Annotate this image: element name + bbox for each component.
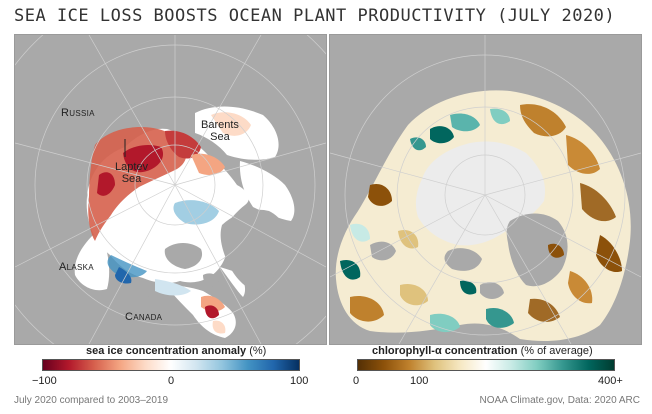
footer-credit: NOAA Climate.gov, Data: 2020 ARC [479, 395, 640, 406]
chl-legend-title-text: chlorophyll-α concentration [372, 345, 518, 357]
ice-legend-unit: (%) [249, 345, 267, 357]
label-alaska: Alaska [59, 261, 94, 273]
graticule [15, 35, 326, 344]
land-and-ocean [15, 35, 326, 344]
ice-anomaly-shading [88, 112, 251, 334]
figure-title: Sea ice loss boosts ocean plant producti… [14, 6, 616, 26]
ice-tick-max: 100 [290, 375, 309, 387]
label-laptev-sea: Laptev Sea [115, 161, 149, 185]
chl-tick-mid: 100 [410, 375, 429, 387]
chlorophyll-map [329, 34, 642, 345]
chl-colorbar [357, 359, 615, 371]
sea-ice-anomaly-map: Russia Barents Sea Laptev Sea Alaska Can… [14, 34, 327, 345]
label-barents-sea: Barents Sea [201, 119, 239, 143]
chl-legend-title: chlorophyll-α concentration (% of averag… [372, 345, 593, 357]
ice-tick-mid: 0 [168, 375, 175, 387]
ice-legend-title: sea ice concentration anomaly (%) [86, 345, 266, 357]
chl-legend-unit: (% of average) [520, 345, 593, 357]
graticule [330, 35, 641, 344]
chl-tick-min: 0 [353, 375, 360, 387]
label-russia: Russia [61, 107, 95, 119]
chl-tick-max: 400+ [598, 375, 623, 387]
ice-legend-title-text: sea ice concentration anomaly [86, 345, 247, 357]
ice-tick-min: −100 [32, 375, 57, 387]
ice-colorbar [42, 359, 300, 371]
footer-comparison: July 2020 compared to 2003–2019 [14, 395, 169, 406]
label-canada: Canada [125, 311, 163, 323]
chlorophyll-shading [340, 104, 622, 333]
